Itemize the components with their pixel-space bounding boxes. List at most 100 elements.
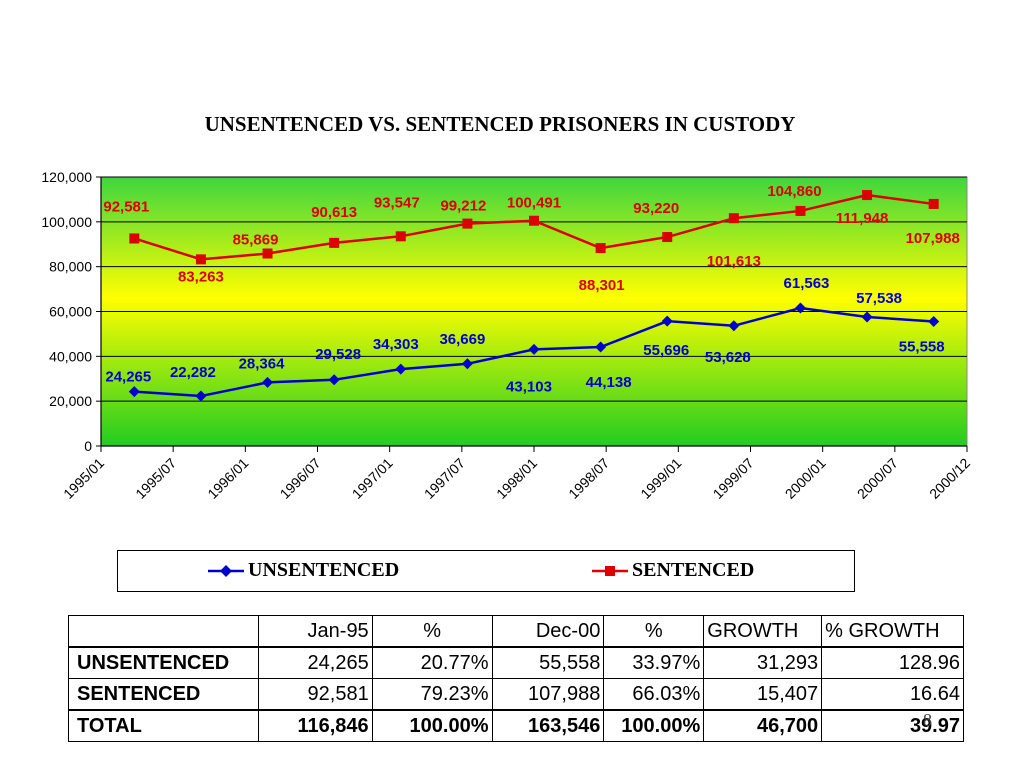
data-point-sentenced bbox=[862, 190, 873, 201]
data-label-sentenced: 85,869 bbox=[233, 232, 279, 249]
data-point-unsentenced bbox=[328, 374, 340, 386]
data-label-unsentenced: 61,563 bbox=[784, 275, 830, 292]
x-tick-label: 1998/07 bbox=[565, 455, 612, 502]
x-tick-label: 1997/01 bbox=[349, 455, 396, 502]
x-tick-label: 2000/07 bbox=[854, 455, 901, 502]
table-header-cell: Dec-00 bbox=[491, 615, 605, 648]
table-header-cell: Jan-95 bbox=[257, 615, 373, 648]
data-label-unsentenced: 36,669 bbox=[439, 331, 485, 348]
x-tick-label: 2000/12 bbox=[926, 455, 973, 502]
data-point-sentenced bbox=[529, 215, 539, 226]
summary-table: Jan-95 % Dec-00 % GROWTH % GROWTH UNSENT… bbox=[68, 615, 964, 742]
data-label-sentenced: 92,581 bbox=[103, 198, 149, 215]
table-row-label: SENTENCED bbox=[68, 678, 259, 711]
data-point-unsentenced bbox=[928, 315, 940, 327]
data-label-unsentenced: 55,558 bbox=[899, 338, 945, 355]
table-row-sentenced: SENTENCED 92,581 79.23% 107,988 66.03% 1… bbox=[68, 678, 964, 711]
data-point-unsentenced bbox=[461, 358, 473, 370]
data-point-unsentenced bbox=[595, 341, 607, 353]
data-label-sentenced: 107,988 bbox=[906, 230, 960, 247]
table-cell: 46,700 bbox=[703, 709, 823, 742]
data-point-sentenced bbox=[795, 205, 806, 216]
data-label-sentenced: 100,491 bbox=[507, 195, 561, 212]
table-cell: 31,293 bbox=[703, 646, 823, 679]
data-label-unsentenced: 43,103 bbox=[506, 378, 552, 395]
x-tick-label: 1998/01 bbox=[493, 455, 540, 502]
table-header-cell: GROWTH bbox=[703, 615, 823, 648]
data-point-unsentenced bbox=[195, 390, 207, 402]
table-cell: 79.23% bbox=[371, 678, 493, 711]
data-point-sentenced bbox=[195, 254, 206, 265]
data-label-sentenced: 93,220 bbox=[633, 200, 679, 217]
data-point-unsentenced bbox=[661, 315, 673, 327]
data-label-sentenced: 88,301 bbox=[579, 277, 625, 294]
data-point-sentenced bbox=[329, 237, 340, 248]
y-tick-label: 60,000 bbox=[49, 304, 92, 320]
x-tick-label: 1999/01 bbox=[637, 455, 684, 502]
table-cell: 20.77% bbox=[371, 646, 493, 679]
y-tick-label: 100,000 bbox=[41, 214, 92, 230]
data-label-unsentenced: 44,138 bbox=[586, 374, 632, 391]
data-label-unsentenced: 28,364 bbox=[239, 355, 286, 372]
data-point-sentenced bbox=[928, 198, 939, 209]
table-cell: 39.97 bbox=[821, 709, 964, 742]
data-label-unsentenced: 22,282 bbox=[170, 364, 216, 381]
table-cell: 107,988 bbox=[491, 678, 605, 711]
x-tick-label: 1999/07 bbox=[710, 455, 757, 502]
data-point-sentenced bbox=[262, 248, 273, 259]
data-point-unsentenced bbox=[528, 343, 540, 355]
data-point-unsentenced bbox=[794, 302, 806, 314]
table-cell: 24,265 bbox=[257, 646, 373, 679]
y-tick-label: 80,000 bbox=[49, 259, 92, 275]
table-cell: 92,581 bbox=[257, 678, 373, 711]
y-tick-label: 40,000 bbox=[49, 348, 92, 364]
data-point-unsentenced bbox=[128, 386, 140, 398]
data-label-sentenced: 99,212 bbox=[440, 198, 486, 215]
table-header-row: Jan-95 % Dec-00 % GROWTH % GROWTH bbox=[68, 615, 964, 648]
x-tick-label: 1996/07 bbox=[277, 455, 324, 502]
data-label-sentenced: 93,547 bbox=[374, 194, 420, 211]
table-header-cell: % bbox=[603, 615, 705, 648]
x-tick-label: 1995/07 bbox=[132, 455, 179, 502]
data-label-unsentenced: 55,696 bbox=[643, 342, 689, 359]
y-tick-label: 0 bbox=[84, 438, 92, 454]
table-row-total: TOTAL 116,846 100.00% 163,546 100.00% 46… bbox=[68, 709, 964, 742]
data-point-unsentenced bbox=[861, 311, 873, 323]
table-cell: 116,846 bbox=[257, 709, 373, 742]
data-point-sentenced bbox=[395, 231, 406, 242]
table-cell: 55,558 bbox=[491, 646, 605, 679]
data-label-sentenced: 101,613 bbox=[707, 253, 761, 270]
x-tick-label: 2000/01 bbox=[782, 455, 829, 502]
legend-label-unsentenced: UNSENTENCED bbox=[248, 559, 400, 581]
chart-title: UNSENTENCED VS. SENTENCED PRISONERS IN C… bbox=[204, 112, 796, 136]
table-row-unsentenced: UNSENTENCED 24,265 20.77% 55,558 33.97% … bbox=[68, 646, 964, 679]
slide-number: 8 bbox=[923, 710, 932, 730]
data-label-sentenced: 90,613 bbox=[311, 204, 357, 221]
data-label-unsentenced: 57,538 bbox=[856, 290, 902, 307]
x-tick-label: 1996/01 bbox=[204, 455, 251, 502]
table-cell: 66.03% bbox=[603, 678, 705, 711]
table-header-cell: % GROWTH bbox=[821, 615, 964, 648]
x-tick-label: 1995/01 bbox=[60, 455, 107, 502]
data-point-unsentenced bbox=[395, 363, 407, 375]
table-row-label: TOTAL bbox=[68, 709, 259, 742]
data-point-unsentenced bbox=[262, 376, 274, 388]
y-tick-label: 20,000 bbox=[49, 393, 92, 409]
table-cell: 163,546 bbox=[491, 709, 605, 742]
table-cell: 128.96 bbox=[821, 646, 964, 679]
table-cell: 33.97% bbox=[603, 646, 705, 679]
x-tick-label: 1997/07 bbox=[421, 455, 468, 502]
table-header-cell bbox=[68, 615, 259, 648]
table-cell: 100.00% bbox=[603, 709, 705, 742]
data-point-sentenced bbox=[662, 232, 673, 243]
line-chart: 020,00040,00060,00080,000100,000120,000 … bbox=[41, 169, 973, 502]
legend-marker-sentenced bbox=[592, 566, 628, 576]
data-label-sentenced: 83,263 bbox=[178, 268, 224, 285]
data-point-sentenced bbox=[595, 243, 606, 254]
table-cell: 16.64 bbox=[821, 678, 964, 711]
data-point-sentenced bbox=[728, 213, 739, 224]
data-label-sentenced: 111,948 bbox=[836, 210, 889, 227]
data-point-sentenced bbox=[129, 233, 140, 244]
data-label-unsentenced: 53,628 bbox=[705, 349, 751, 366]
table-cell: 15,407 bbox=[703, 678, 823, 711]
